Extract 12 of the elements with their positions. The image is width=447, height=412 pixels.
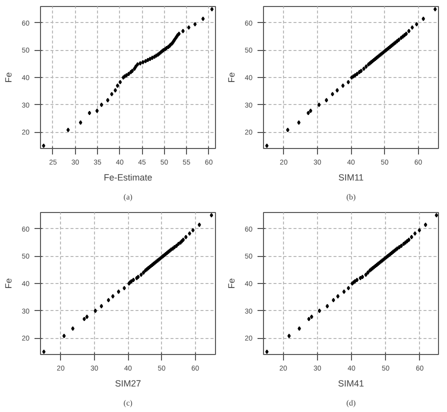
x-axis-title: SIM27 [114, 378, 142, 388]
y-axis-title: Fe [4, 72, 14, 83]
y-axis-title: Fe [4, 278, 14, 289]
text: (d) [346, 398, 356, 408]
text: (a) [124, 192, 133, 202]
x-axis-title: SIM11 [338, 172, 364, 182]
y-axis-title: Fe [226, 278, 237, 289]
y-axis-title: Fe [226, 72, 237, 83]
x-axis-title: Fe-Estimate [104, 172, 152, 182]
text: (c) [124, 398, 133, 408]
x-axis-title: SIM41 [338, 378, 364, 388]
text: (b) [346, 192, 356, 202]
